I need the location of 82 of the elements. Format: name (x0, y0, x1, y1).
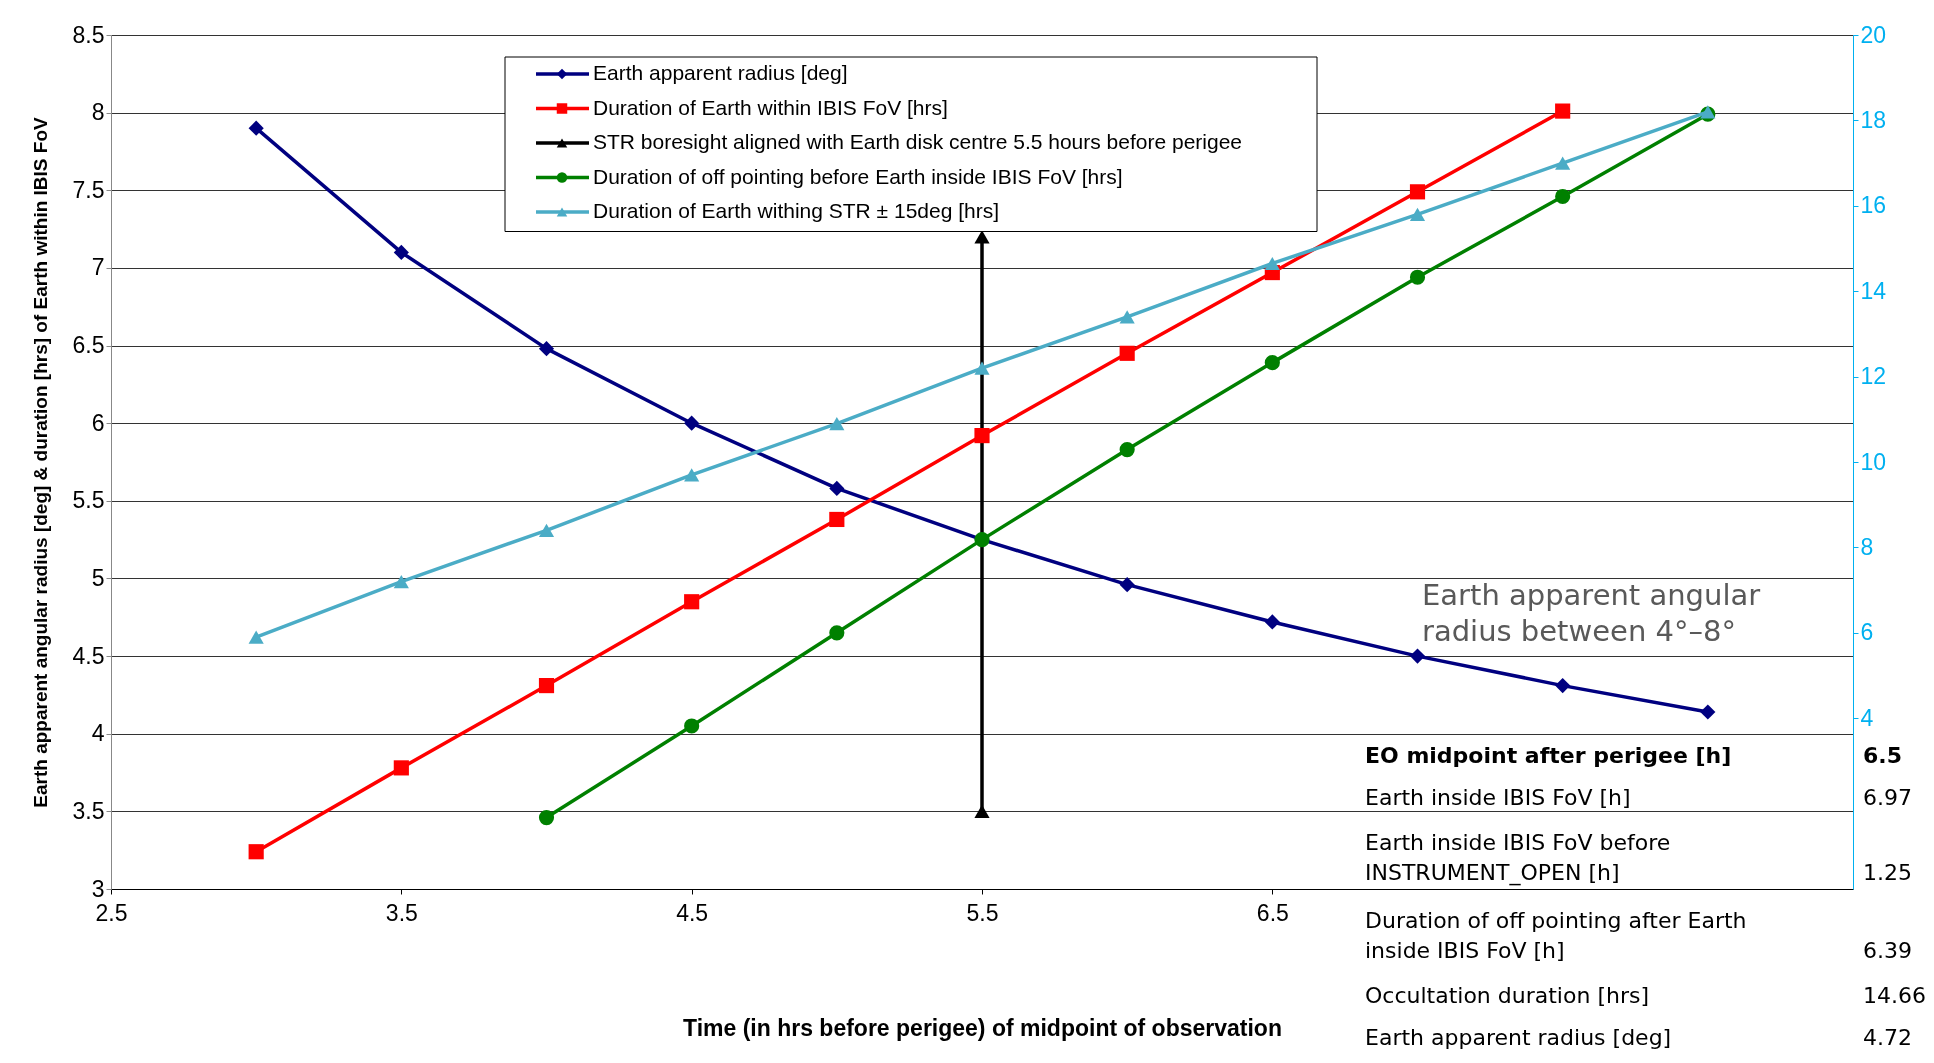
legend-label: STR boresight aligned with Earth disk centre 5.5 hours before perigee (593, 130, 1243, 153)
text: Occultation duration [hrs] (1365, 982, 1649, 1008)
point (1409, 207, 1426, 221)
y2-tick-label: 4 (1860, 704, 1874, 731)
y-tick-label: 4 (91, 720, 105, 747)
point (538, 810, 555, 826)
y-tick-label: 6 (91, 409, 105, 436)
point (684, 468, 700, 482)
point (1119, 345, 1135, 361)
point (829, 625, 845, 641)
y-tick-label: 5.5 (72, 487, 105, 514)
x-axis-title: Time (in hrs before perigee) of midpoint of observation (683, 1014, 1282, 1041)
point (393, 574, 409, 589)
point (829, 511, 845, 528)
point (1555, 156, 1571, 170)
y-tick-label: 6.5 (72, 332, 105, 359)
legend-label: Duration of off pointing before Earth inside IBIS FoV [hrs] (593, 164, 1123, 188)
point (1409, 269, 1426, 285)
annotation: Earth inside IBIS FoV [h] (1365, 784, 1631, 810)
y-tick-label: 8.5 (72, 21, 105, 48)
annotation: Earth inside IBIS FoV before INSTRUMENT_OPEN [h] (1365, 829, 1671, 886)
point (1264, 614, 1280, 630)
annotation: EO midpoint after perigee [h] (1365, 742, 1732, 768)
point (1555, 678, 1571, 694)
point (684, 718, 700, 734)
text: 6.97 (1863, 784, 1912, 810)
x-tick-label: 5.5 (966, 899, 999, 926)
point (1555, 188, 1571, 205)
point (1409, 184, 1426, 200)
point (393, 244, 409, 260)
x-tick-label: 6.5 (1256, 899, 1289, 926)
y-axis-title: Earth apparent angular radius [deg] & duration [hrs] of Earth within IBIS FoV (29, 116, 51, 808)
point (974, 361, 990, 375)
legend-label: Duration of Earth withing STR ± 15deg [hrs] (593, 199, 1000, 222)
point (974, 428, 990, 444)
y-tick-label: 7.5 (72, 176, 105, 203)
point (248, 120, 264, 136)
y-tick-label: 8 (91, 99, 105, 126)
point (538, 341, 555, 357)
text: 6.5 (1863, 742, 1902, 768)
legend-label: Earth apparent radius [deg] (593, 61, 848, 84)
point (1264, 256, 1280, 271)
point (538, 523, 555, 537)
text: Earth apparent radius [deg] (1365, 1024, 1672, 1050)
y2-tick-label: 10 (1860, 448, 1887, 475)
point (829, 417, 845, 431)
y2-tick-label: 18 (1860, 106, 1887, 133)
text: 6.39 (1863, 937, 1912, 963)
point (1409, 648, 1426, 664)
y2-tick-label: 8 (1860, 533, 1874, 560)
annotation: Earth apparent angular radius between 4°–8° (1422, 578, 1761, 648)
y-tick-label: 3.5 (72, 797, 105, 824)
point (1700, 704, 1716, 720)
point (684, 594, 700, 610)
text: 1.25 (1863, 859, 1912, 885)
text: 4.72 (1863, 1024, 1912, 1050)
point (1119, 577, 1135, 593)
point (393, 760, 409, 776)
y2-tick-label: 6 (1860, 619, 1874, 646)
point (1264, 355, 1280, 371)
y-tick-label: 5 (91, 564, 105, 591)
point (684, 415, 700, 431)
legend-label: Duration of Earth within IBIS FoV [hrs] (593, 95, 948, 119)
y2-tick-label: 16 (1860, 192, 1887, 219)
x-tick-label: 4.5 (676, 899, 709, 926)
point (538, 678, 555, 694)
point (1119, 310, 1135, 324)
x-tick-label: 2.5 (95, 899, 128, 926)
point (248, 844, 264, 860)
y-tick-label: 7 (91, 254, 105, 281)
text: 14.66 (1863, 982, 1926, 1008)
text: Duration of off pointing after Earth inside IBIS FoV [h] (1365, 907, 1747, 963)
x-tick-label: 3.5 (385, 899, 418, 926)
y-tick-label: 3 (91, 875, 105, 902)
y2-tick-label: 14 (1860, 277, 1887, 304)
y-tick-label: 4.5 (72, 642, 105, 669)
y2-tick-label: 12 (1860, 363, 1887, 390)
point (248, 630, 264, 644)
point (1555, 103, 1571, 119)
y2-tick-label: 20 (1860, 21, 1887, 48)
point (1119, 442, 1135, 458)
point (829, 480, 845, 496)
